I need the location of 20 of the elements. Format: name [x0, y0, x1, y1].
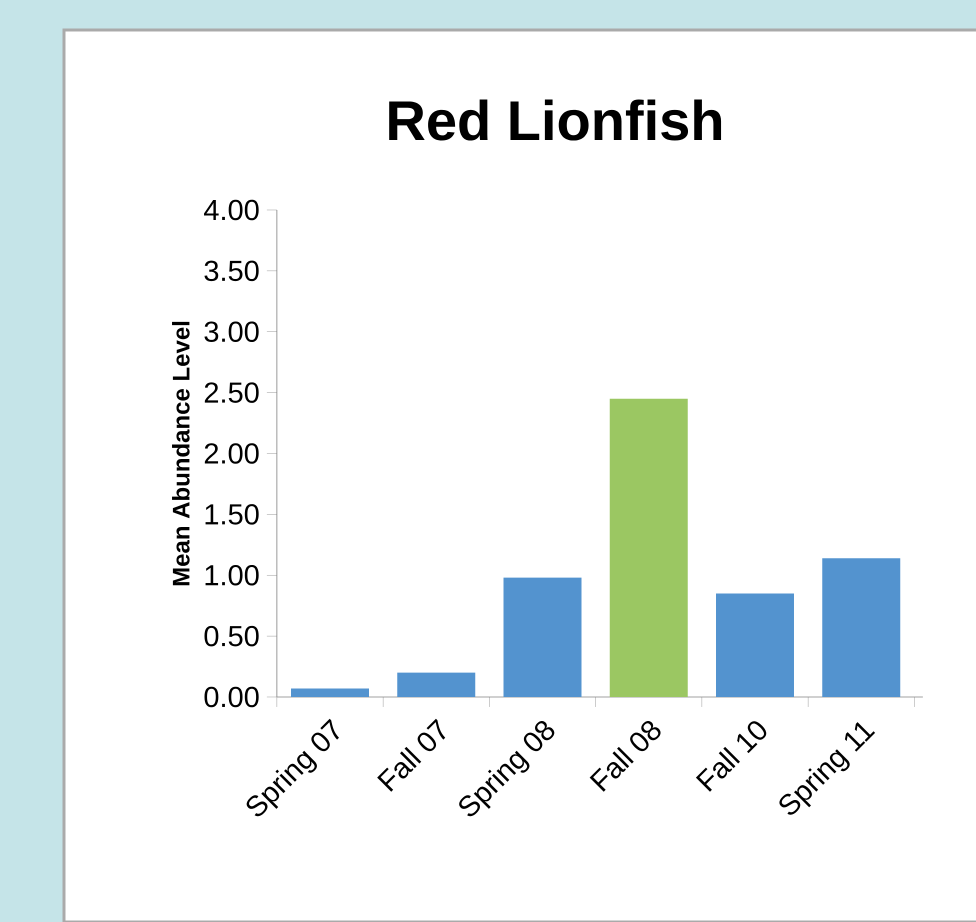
- bar: [504, 578, 582, 697]
- y-tick-label: 3.00: [204, 321, 259, 342]
- bar: [822, 558, 900, 697]
- chart-title: Red Lionfish: [389, 99, 722, 141]
- y-tick-label: 1.50: [206, 504, 259, 525]
- bar: [397, 672, 476, 697]
- y-tick-label: 1.00: [206, 564, 259, 586]
- x-tick-label: Fall 07: [377, 718, 446, 792]
- y-tick-label: 2.00: [204, 443, 259, 464]
- bar: [716, 594, 794, 697]
- y-tick-label: 2.50: [204, 382, 259, 403]
- y-tick-label: 0.50: [204, 626, 259, 646]
- bar: [610, 398, 688, 697]
- y-tick-label: 3.50: [204, 260, 259, 282]
- y-tick-label: 4.00: [204, 200, 259, 220]
- bar: [291, 688, 370, 697]
- x-tick-label: Fall 10: [696, 721, 766, 792]
- y-axis-title: Mean Abundance Level: [172, 322, 190, 586]
- x-tick-label: Fall 08: [590, 720, 661, 792]
- y-tick-label: 0.00: [204, 686, 259, 708]
